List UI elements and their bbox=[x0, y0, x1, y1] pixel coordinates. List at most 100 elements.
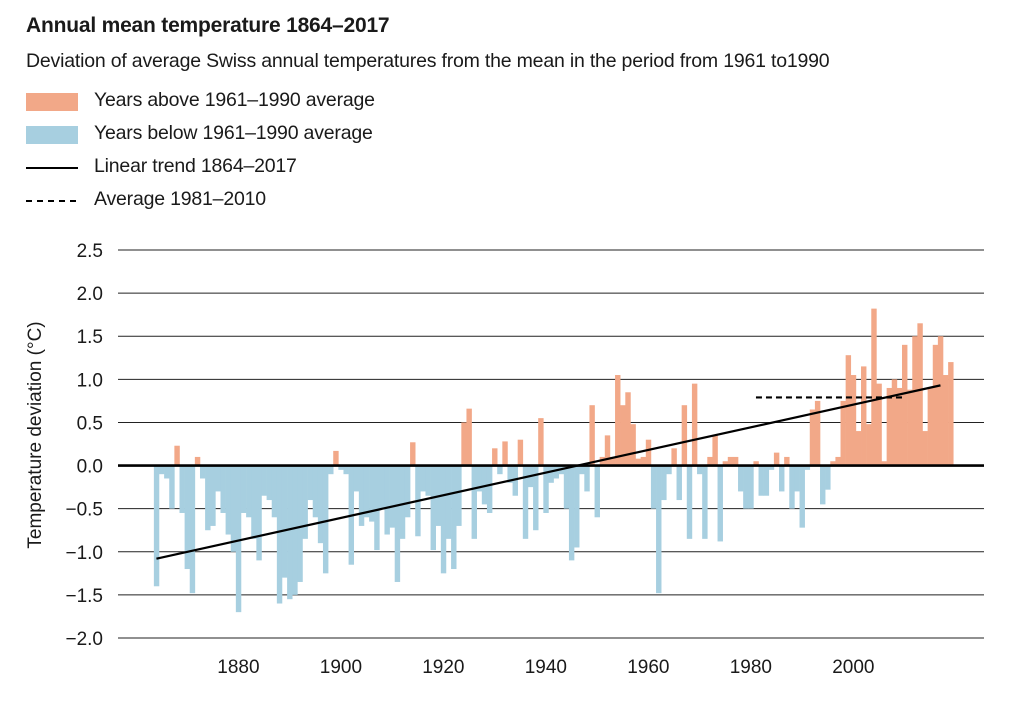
legend-label-below: Years below 1961–1990 average bbox=[94, 122, 373, 144]
bar-1882 bbox=[246, 465, 252, 518]
bar-1987 bbox=[784, 456, 790, 466]
bar-1904 bbox=[358, 465, 365, 526]
bar-1897 bbox=[322, 465, 329, 574]
legend-swatch-above bbox=[26, 93, 78, 111]
bar-1945 bbox=[568, 465, 575, 561]
bar-1924 bbox=[461, 422, 467, 466]
bar-1879 bbox=[230, 465, 237, 552]
bar-2014 bbox=[922, 431, 928, 466]
bar-1947 bbox=[579, 465, 585, 475]
bar-1909 bbox=[384, 465, 390, 535]
bar-1922 bbox=[451, 465, 457, 570]
bar-1934 bbox=[512, 465, 518, 496]
legend-swatch-average bbox=[26, 200, 76, 202]
legend-swatch-below bbox=[26, 126, 78, 144]
bar-1894 bbox=[307, 465, 314, 501]
y-tick-label: 0.5 bbox=[77, 413, 103, 434]
bar-2010 bbox=[902, 344, 908, 466]
bar-1901 bbox=[343, 465, 349, 475]
bar-2002 bbox=[861, 366, 867, 466]
bar-2015 bbox=[927, 387, 934, 466]
bar-1869 bbox=[179, 465, 185, 513]
y-tick-label: 1.0 bbox=[77, 370, 103, 391]
bar-1996 bbox=[830, 461, 836, 466]
bar-1969 bbox=[691, 383, 698, 466]
bar-1872 bbox=[194, 456, 201, 466]
bar-1868 bbox=[174, 445, 180, 466]
bar-1864 bbox=[153, 465, 160, 587]
bar-2000 bbox=[850, 375, 857, 466]
bar-1871 bbox=[189, 465, 196, 594]
bar-1960 bbox=[645, 439, 652, 466]
legend-swatch-trend bbox=[26, 167, 78, 169]
y-tick-label: −2.0 bbox=[65, 629, 103, 650]
bar-2012 bbox=[912, 336, 918, 466]
bar-1873 bbox=[199, 465, 206, 479]
bar-series bbox=[153, 308, 954, 613]
bar-2017 bbox=[937, 336, 944, 466]
bar-1893 bbox=[302, 465, 308, 539]
legend-label-above: Years above 1961–1990 average bbox=[94, 89, 375, 111]
bar-1964 bbox=[666, 465, 672, 475]
bar-1999 bbox=[845, 355, 852, 466]
bar-1955 bbox=[620, 405, 626, 466]
bar-1991 bbox=[804, 465, 811, 470]
bar-1972 bbox=[707, 456, 713, 466]
bar-1984 bbox=[768, 465, 775, 470]
bar-1876 bbox=[215, 465, 221, 492]
bar-1954 bbox=[615, 375, 621, 466]
bar-1923 bbox=[456, 465, 462, 526]
chart-title: Annual mean temperature 1864–2017 bbox=[26, 14, 390, 37]
bar-1968 bbox=[686, 465, 693, 539]
bar-1874 bbox=[205, 465, 211, 531]
bar-1888 bbox=[276, 465, 283, 604]
bar-1970 bbox=[697, 465, 703, 475]
bar-1905 bbox=[363, 465, 370, 518]
bar-1997 bbox=[835, 456, 841, 466]
bar-1952 bbox=[604, 435, 611, 466]
y-tick-label: 2.0 bbox=[77, 284, 103, 305]
bar-1938 bbox=[533, 465, 539, 531]
x-tick-label: 1940 bbox=[525, 657, 567, 678]
bar-2006 bbox=[881, 461, 887, 466]
bar-2018 bbox=[943, 375, 949, 466]
bar-1870 bbox=[184, 465, 191, 570]
bar-2009 bbox=[896, 387, 903, 466]
bar-1981 bbox=[753, 461, 759, 466]
bar-2005 bbox=[876, 383, 882, 466]
bar-1940 bbox=[543, 465, 549, 513]
y-axis-label: Temperature deviation (°C) bbox=[25, 321, 46, 548]
bar-1965 bbox=[671, 448, 677, 466]
x-tick-label: 1900 bbox=[320, 657, 362, 678]
bar-1914 bbox=[410, 442, 416, 466]
bar-1887 bbox=[271, 465, 278, 518]
bar-1898 bbox=[328, 465, 334, 475]
x-tick-label: 1960 bbox=[627, 657, 669, 678]
bar-1998 bbox=[840, 400, 846, 466]
bar-2003 bbox=[866, 424, 872, 466]
bar-1944 bbox=[563, 465, 570, 509]
bar-1906 bbox=[369, 465, 375, 522]
bar-1949 bbox=[589, 405, 595, 466]
bar-2013 bbox=[917, 323, 923, 466]
legend-label-trend: Linear trend 1864–2017 bbox=[94, 155, 297, 177]
bar-1891 bbox=[292, 465, 298, 595]
bar-1889 bbox=[281, 465, 288, 578]
bar-1881 bbox=[240, 465, 247, 513]
bar-1973 bbox=[712, 435, 718, 466]
y-tick-label: −0.5 bbox=[65, 500, 103, 521]
x-tick-label: 1920 bbox=[422, 657, 464, 678]
legend-label-average: Average 1981–2010 bbox=[94, 188, 266, 210]
bar-1978 bbox=[738, 465, 744, 492]
bar-1986 bbox=[779, 465, 785, 492]
bar-1977 bbox=[732, 456, 739, 466]
bar-1900 bbox=[338, 465, 344, 470]
bar-1963 bbox=[661, 465, 667, 501]
overlay-lines bbox=[118, 384, 984, 560]
bar-1959 bbox=[640, 456, 647, 466]
bar-1975 bbox=[722, 461, 729, 466]
bar-2007 bbox=[886, 387, 893, 466]
x-axis-ticks: 1880 1900 1920 1940 1960 1980 2000 bbox=[217, 657, 874, 678]
bar-1967 bbox=[681, 405, 688, 466]
bar-1884 bbox=[256, 465, 262, 561]
